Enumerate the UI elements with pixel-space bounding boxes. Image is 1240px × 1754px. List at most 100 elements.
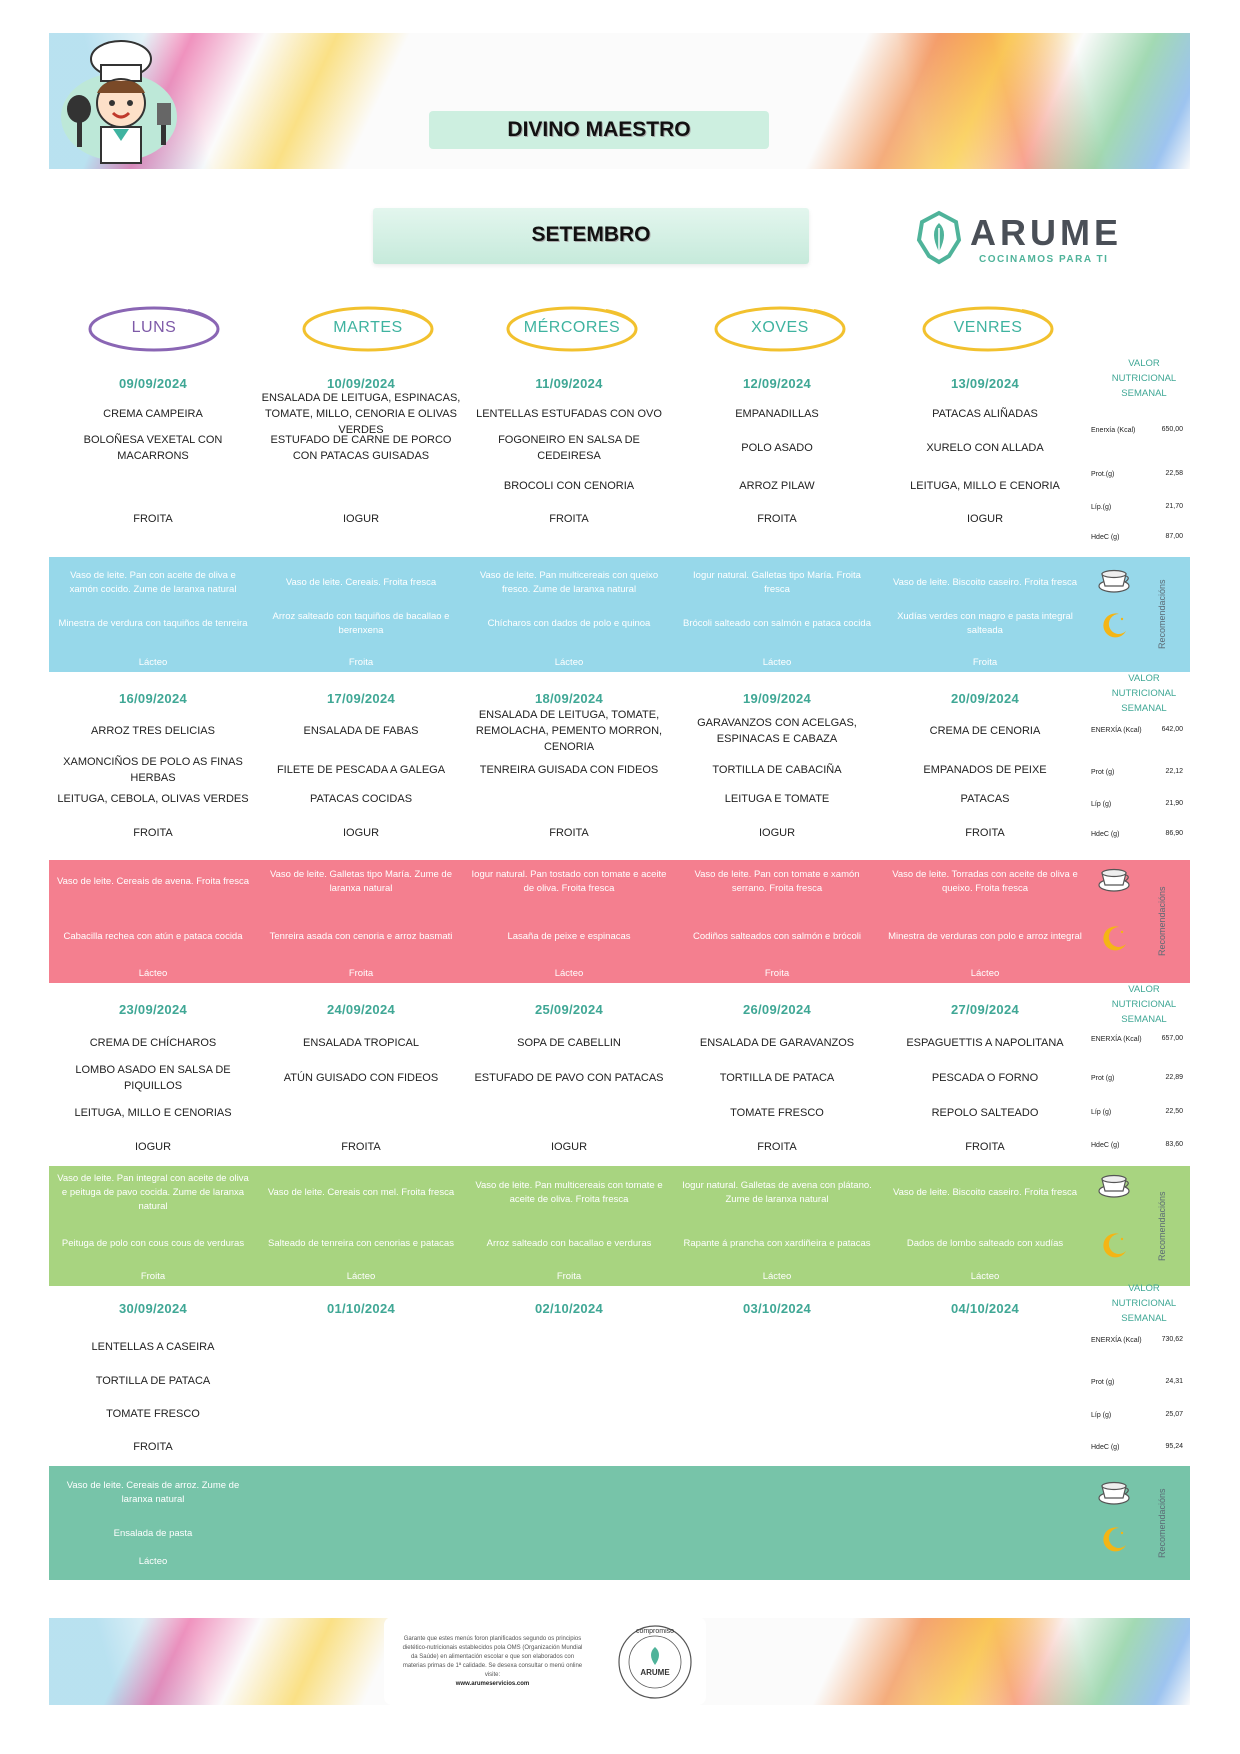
- week-3: 23/09/2024 24/09/2024 25/09/2024 26/09/2024…: [49, 984, 1190, 1286]
- breakfast-suggestion: [465, 1478, 673, 1508]
- brand-tagline: COCINAMOS PARA TI: [979, 254, 1109, 265]
- dinner-suggestion: Minestra de verduras con polo e arroz in…: [888, 931, 1082, 942]
- day-name: LUNS: [131, 319, 177, 336]
- dish-cell: [881, 1330, 1089, 1364]
- dish-cell: [673, 1397, 881, 1431]
- school-name: DIVINO MAESTRO: [507, 118, 691, 141]
- dish-cell: IOGUR: [966, 513, 1004, 525]
- month-strip: [373, 208, 809, 264]
- compromiso-seal-icon: ARUME compromiso: [618, 1625, 692, 1699]
- dates-row: 16/09/2024 17/09/2024 18/09/2024 19/09/2024…: [49, 685, 1190, 711]
- dinner-suggestion: Chícharos con dados de polo e quinoa: [487, 617, 651, 629]
- dish-cell: LEITUGA E TOMATE: [724, 793, 830, 805]
- dish-cell: ARROZ PILAW: [739, 480, 815, 492]
- dish-row-1: LENTELLAS A CASEIRA: [49, 1330, 1190, 1364]
- dish-cell: PATACAS COCIDAS: [309, 793, 413, 805]
- dish-cell: IOGUR: [758, 827, 796, 839]
- dish-cell: TOMATE FRESCO: [730, 1107, 824, 1119]
- day-ring-icon: [714, 306, 846, 352]
- food-group-label: Froita: [348, 657, 374, 668]
- dish-row-2: LOMBO ASADO EN SALSA DE PIQUILLOS ATÚN GU…: [49, 1061, 1190, 1095]
- date-cell: 19/09/2024: [742, 690, 812, 706]
- dish-cell: [465, 1430, 673, 1464]
- dinner-suggestion: Minestra de verdura con taquiños de tenr…: [58, 617, 248, 629]
- food-group-label: Lácteo: [762, 657, 792, 668]
- date-cell: 10/09/2024: [326, 375, 396, 391]
- dish-row-4: FROITA IOGUR FROITA IOGUR FROITA: [49, 816, 1190, 850]
- breakfast-suggestion: Vaso de leite. Pan con tomate e xamón se…: [694, 869, 860, 894]
- day-name: MARTES: [333, 319, 403, 336]
- breakfast-cup-icon: [1098, 569, 1130, 593]
- breakfast-suggestion: Vaso de leite. Cereais. Froita fresca: [285, 576, 437, 588]
- dish-cell: PATACAS: [960, 793, 1010, 805]
- nutrition-header-line: VALOR: [1128, 358, 1160, 369]
- breakfast-suggestion: Vaso de leite. Cereais con mel. Froita f…: [267, 1187, 455, 1198]
- dinner-suggestion: Lasaña de peixe e espinacas: [507, 931, 631, 942]
- dinner-moon-icon: [1103, 926, 1126, 951]
- dish-cell: SOPA DE CABELLIN: [517, 1037, 621, 1049]
- dish-cell: [673, 1330, 881, 1364]
- nutrition-header-line: NUTRICIONAL: [1111, 373, 1177, 384]
- dinner-suggestion: Ensalada de pasta: [113, 1528, 193, 1539]
- breakfast-cup-icon: [1098, 1174, 1130, 1198]
- food-group-label: Froita: [764, 968, 790, 979]
- nutrition-header-line: VALOR: [1128, 673, 1160, 684]
- dish-cell: BOLOÑESA VEXETAL CON MACARRONS: [83, 434, 223, 462]
- nutrition-label: Líp (g): [1091, 801, 1112, 808]
- day-header-2: MARTES: [298, 300, 438, 356]
- nutrition-row: HdeC (g) 87,00: [1091, 530, 1183, 548]
- dish-cell: [465, 782, 673, 816]
- dish-cell: FROITA: [757, 1141, 797, 1153]
- nutrition-row: HdeC (g) 83,60: [1091, 1138, 1183, 1156]
- nutrition-value: 87,00: [1165, 533, 1183, 540]
- day-name: XOVES: [751, 319, 809, 336]
- nutrition-label: Prot (g): [1091, 1379, 1115, 1386]
- dates-row: 09/09/2024 10/09/2024 11/09/2024 12/09/2024…: [49, 370, 1190, 396]
- breakfast-suggestion: Vaso de leite. Cereais de avena. Froita …: [56, 876, 250, 887]
- dish-cell: CREMA CAMPEIRA: [103, 408, 203, 420]
- nutrition-label: HdeC (g): [1091, 534, 1120, 541]
- nutrition-value: 22,58: [1165, 470, 1183, 477]
- date-cell: 02/10/2024: [534, 1300, 604, 1316]
- chef-mascot-icon: [61, 40, 177, 164]
- nutrition-label: ENERXÍA (Kcal): [1091, 727, 1142, 734]
- nutrition-row: Prot (g) 24,31: [1091, 1375, 1183, 1393]
- nutrition-header-line: SEMANAL: [1121, 1014, 1167, 1025]
- recommendations-band: Vaso de leite. Cereais de avena. Froita …: [49, 860, 1190, 983]
- dish-cell: [257, 1430, 465, 1464]
- dish-cell: EMPANADOS DE PEIXE: [923, 764, 1047, 776]
- breakfast-suggestion: Vaso de leite. Cereais de arroz. Zume de…: [66, 1480, 240, 1505]
- day-name: VENRES: [953, 319, 1023, 336]
- arume-logo: ARUME COCINAMOS PARA TI: [915, 210, 1125, 270]
- nutrition-label: Líp (g): [1091, 1109, 1112, 1116]
- recommendations-label: Recomendacións: [1157, 579, 1167, 650]
- day-header-5: VENRES: [918, 300, 1058, 356]
- nutrition-value: 21,70: [1165, 503, 1183, 510]
- nutrition-row: Prot.(g) 22,58: [1091, 467, 1183, 485]
- nutrition-header-line: SEMANAL: [1121, 703, 1167, 714]
- nutrition-label: Enerxía (Kcal): [1091, 427, 1136, 434]
- website-link[interactable]: www.arumeservicios.com: [455, 1681, 530, 1687]
- breakfast-suggestion: Vaso de leite. Galletas tipo María. Zume…: [270, 869, 452, 894]
- recommendations-label: Recomendacións: [1157, 886, 1167, 957]
- recommendations-band: Vaso de leite. Pan integral con aceite d…: [49, 1166, 1190, 1286]
- dish-cell: LENTELLAS ESTUFADAS CON OVO: [476, 408, 662, 420]
- week-1: 09/09/2024 10/09/2024 11/09/2024 12/09/2024…: [49, 358, 1190, 672]
- breakfast-suggestion: [257, 1478, 465, 1508]
- food-group-label: Froita: [972, 657, 998, 668]
- dish-cell: CREMA DE CHÍCHAROS: [89, 1037, 217, 1049]
- nutrition-value: 83,60: [1165, 1141, 1183, 1148]
- breakfast-suggestion: Iogur natural. Galletas tipo María. Froi…: [693, 569, 861, 595]
- nutrition-row: Prot (g) 22,12: [1091, 765, 1183, 783]
- dish-cell: ENSALADA DE GARAVANZOS: [699, 1037, 855, 1049]
- seal-text: compromiso: [636, 1628, 674, 1635]
- nutrition-label: ENERXÍA (Kcal): [1091, 1337, 1142, 1344]
- food-group-label: Lácteo: [970, 968, 1000, 979]
- breakfast-suggestion: Vaso de leite. Torradas con aceite de ol…: [892, 869, 1078, 894]
- dish-cell: [881, 1397, 1089, 1431]
- food-group-label: Lácteo: [138, 1556, 168, 1567]
- nutrition-label: Prot.(g): [1091, 471, 1115, 478]
- dinner-suggestion: Arroz salteado con taquiños de bacallao …: [272, 610, 450, 636]
- dish-row-4: FROITA IOGUR FROITA FROITA IOGUR: [49, 502, 1190, 536]
- dish-cell: IOGUR: [550, 1141, 588, 1153]
